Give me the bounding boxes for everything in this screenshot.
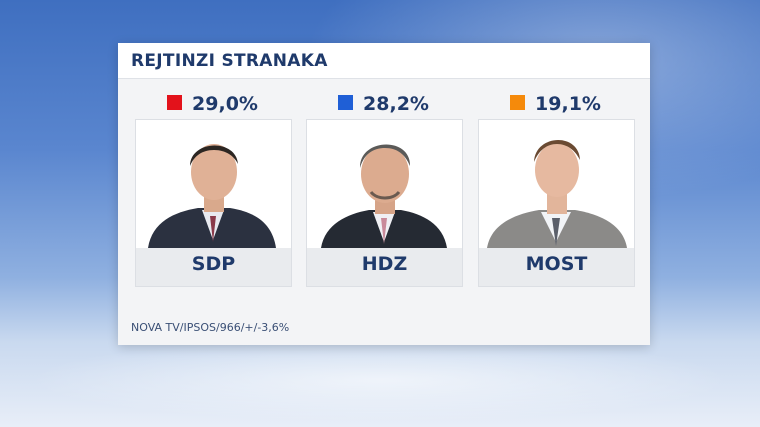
chart-title: REJTINZI STRANAKA — [131, 51, 328, 71]
category-label-most: MOST — [525, 253, 588, 275]
value-row-sdp: 29,0% — [135, 93, 290, 115]
color-swatch-hdz — [338, 94, 354, 110]
title-bar: REJTINZI STRANAKA — [118, 43, 650, 79]
person-portrait-icon — [479, 120, 634, 248]
person-portrait-icon — [136, 120, 291, 248]
person-portrait-icon — [307, 120, 462, 248]
source-note: NOVA TV/IPSOS/966/+/-3,6% — [131, 321, 290, 334]
value-label-most: 19,1% — [535, 93, 601, 115]
party-card-hdz: HDZ — [306, 119, 463, 287]
color-swatch-most — [510, 94, 526, 110]
value-row-hdz: 28,2% — [306, 93, 461, 115]
ratings-panel: REJTINZI STRANAKA 29,0% SDP 28,2% — [118, 43, 650, 345]
category-label-hdz: HDZ — [361, 253, 408, 275]
category-label-sdp: SDP — [191, 253, 236, 275]
party-card-sdp: SDP — [135, 119, 292, 287]
color-swatch-sdp — [167, 94, 183, 110]
party-card-most: MOST — [478, 119, 635, 287]
value-row-most: 19,1% — [478, 93, 633, 115]
value-label-hdz: 28,2% — [363, 93, 429, 115]
value-label-sdp: 29,0% — [192, 93, 258, 115]
